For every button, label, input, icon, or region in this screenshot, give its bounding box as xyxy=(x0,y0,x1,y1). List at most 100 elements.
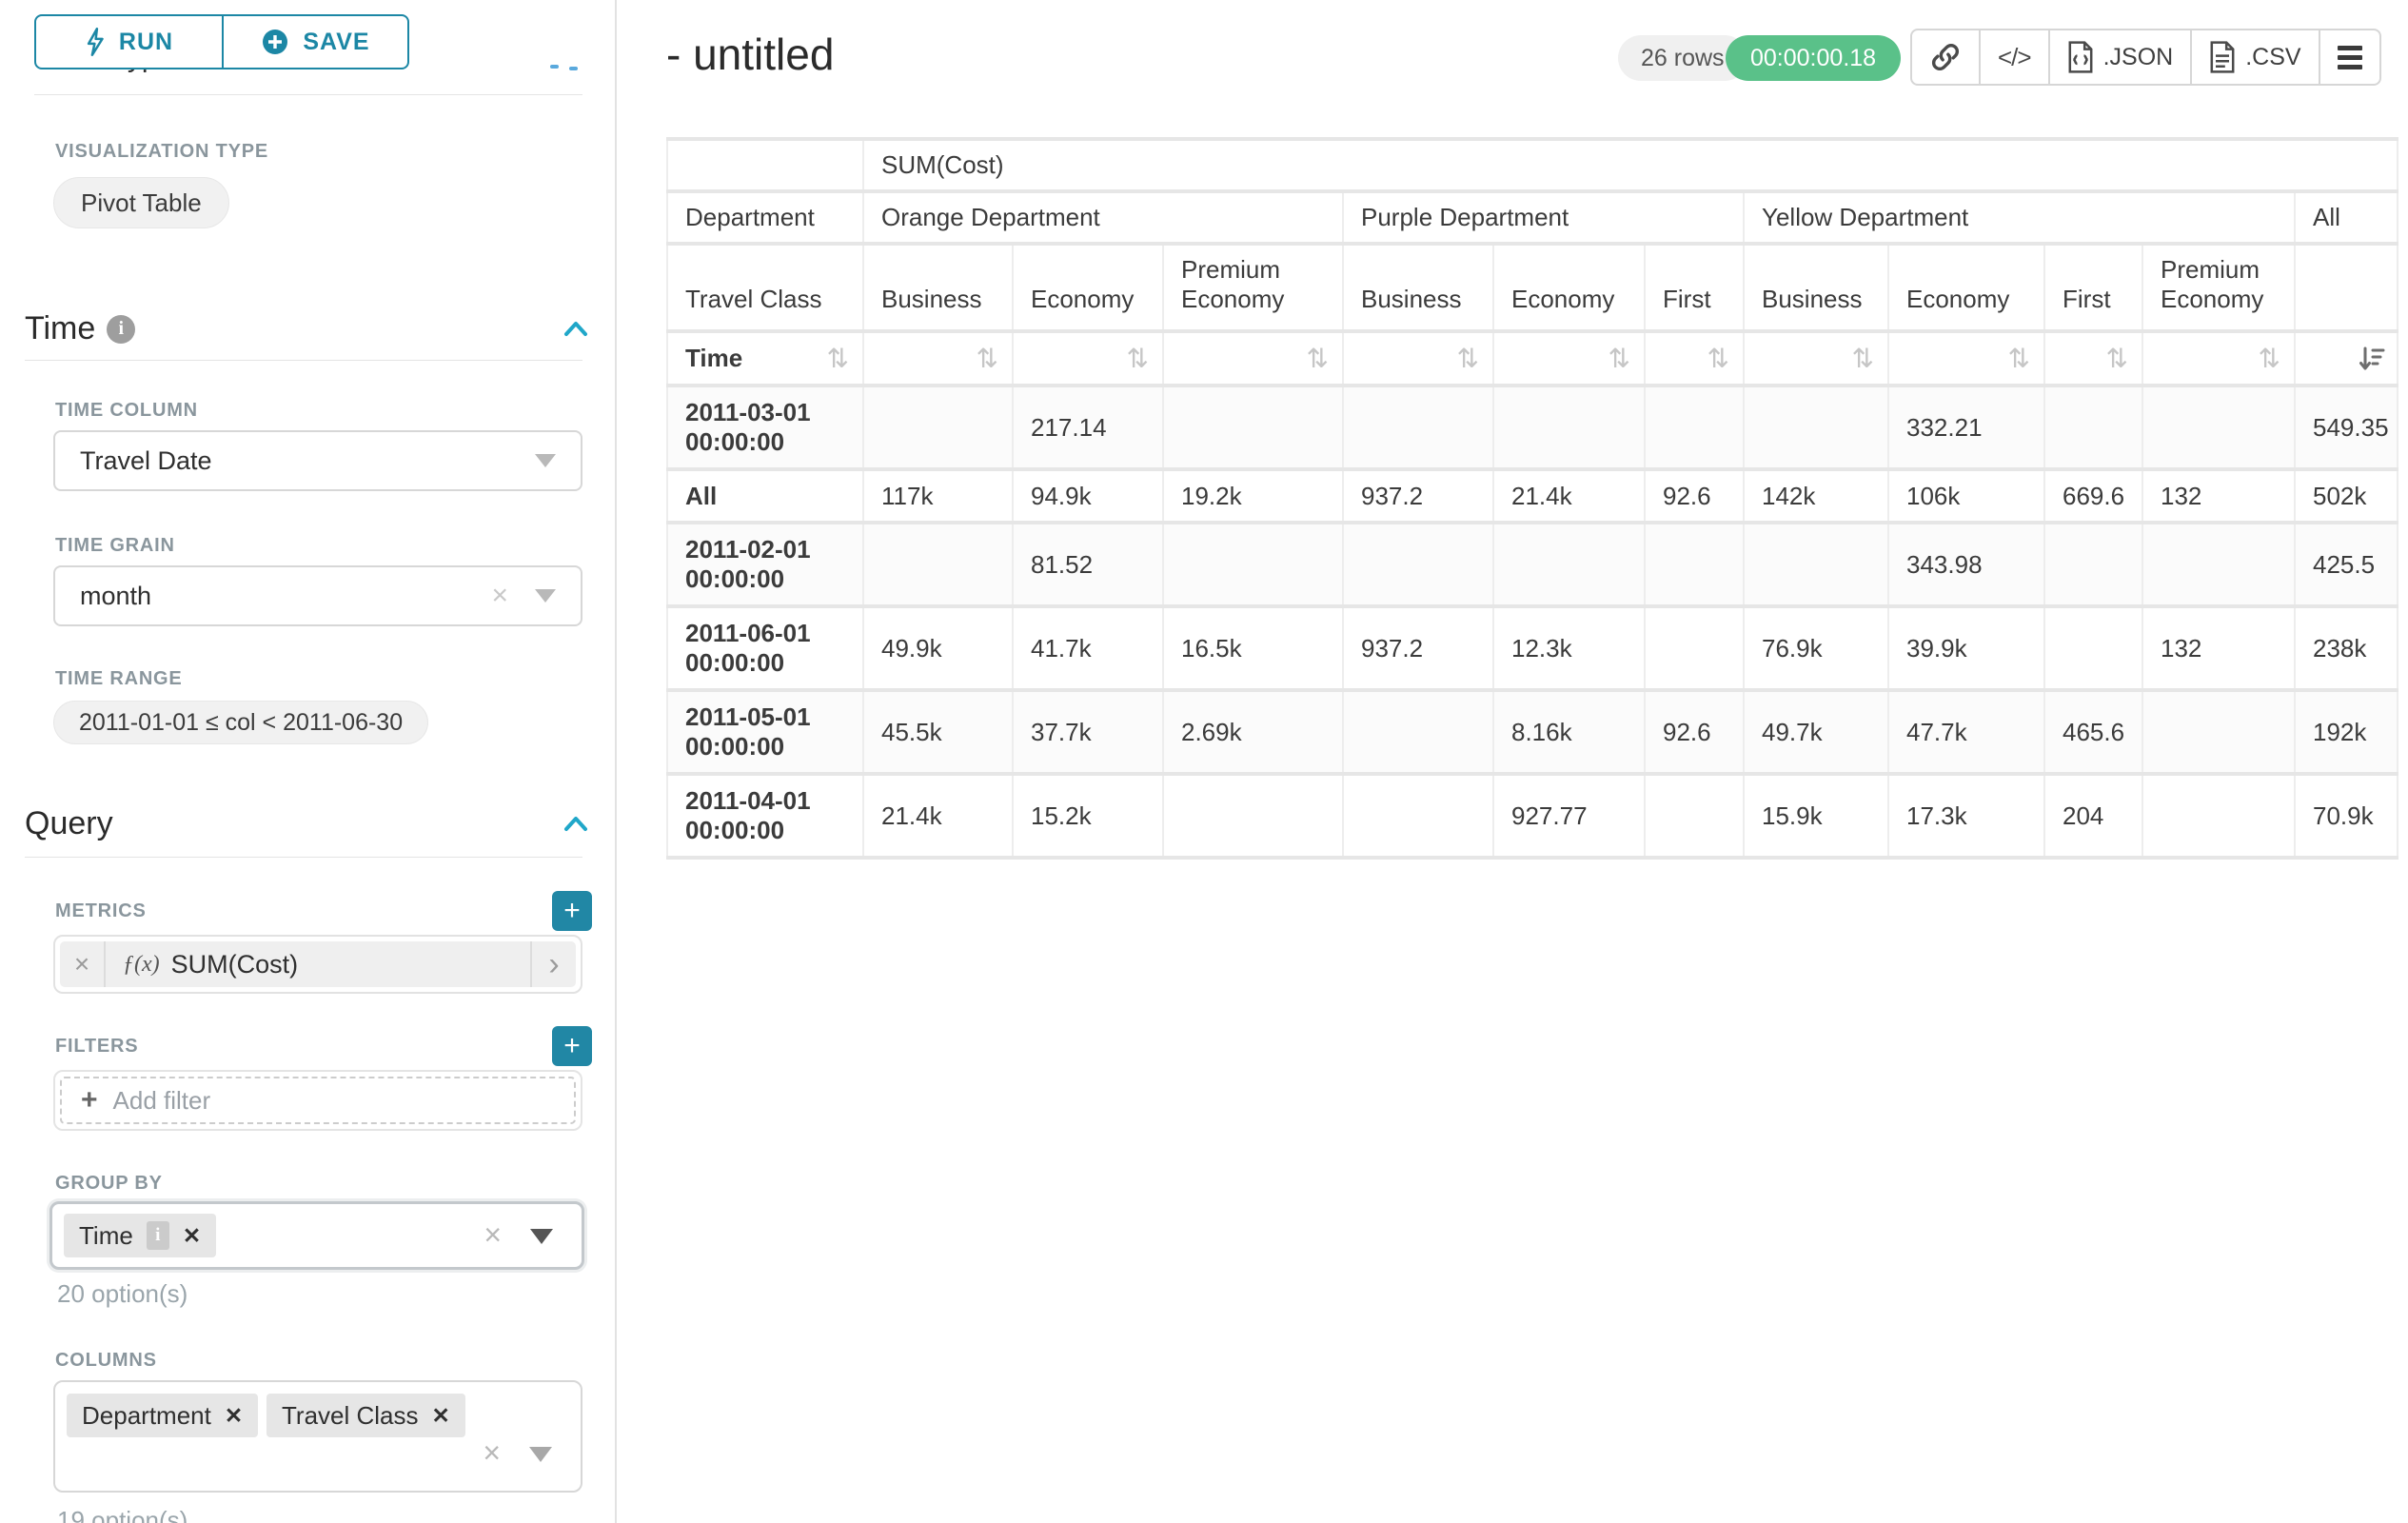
query-section-header[interactable]: Query xyxy=(25,805,590,842)
remove-tag-icon[interactable]: ✕ xyxy=(432,1403,450,1429)
chart-title[interactable]: - untitled xyxy=(666,29,834,80)
sort-cell[interactable]: ⇅ xyxy=(1343,331,1493,386)
value-cell xyxy=(1163,386,1343,469)
visualization-type-pill[interactable]: Pivot Table xyxy=(53,177,229,228)
add-metric-button[interactable]: + xyxy=(552,891,592,931)
remove-tag-icon[interactable]: ✕ xyxy=(183,1223,201,1249)
query-actions: RUN SAVE xyxy=(34,14,409,69)
more-menu-button[interactable] xyxy=(2320,30,2379,84)
sort-cell[interactable]: ⇅ xyxy=(1888,331,2044,386)
metrics-control: × ƒ(x) SUM(Cost) › xyxy=(53,935,582,994)
sort-cell[interactable]: ⇅ xyxy=(2142,331,2295,386)
travel-class-header: Economy xyxy=(1013,244,1163,331)
sort-cell[interactable]: ⇅ xyxy=(1013,331,1163,386)
chevron-up-icon[interactable] xyxy=(562,810,590,839)
value-cell xyxy=(1744,386,1888,469)
time-column-label: TIME COLUMN xyxy=(55,400,198,422)
sort-both-icon[interactable]: ⇅ xyxy=(2008,343,2032,374)
metric-pill[interactable]: × ƒ(x) SUM(Cost) › xyxy=(60,941,576,987)
share-link-button[interactable] xyxy=(1912,30,1981,84)
query-timer-badge: 00:00:00.18 xyxy=(1726,35,1901,81)
view-query-button[interactable]: </> xyxy=(1981,30,2050,84)
row-label: All xyxy=(667,469,863,523)
time-grain-select[interactable]: month × xyxy=(53,565,582,626)
run-label: RUN xyxy=(119,29,173,56)
department-header: All xyxy=(2295,191,2398,244)
sort-cell[interactable]: ⇅ xyxy=(1493,331,1645,386)
remove-metric-icon[interactable]: × xyxy=(60,941,106,987)
group-by-options-hint: 20 option(s) xyxy=(57,1279,188,1309)
save-label: SAVE xyxy=(303,29,369,56)
remove-tag-icon[interactable]: ✕ xyxy=(225,1403,243,1429)
row-label: 2011-03-01 00:00:00 xyxy=(667,386,863,469)
clear-icon[interactable]: × xyxy=(491,582,508,610)
travel-class-header-row: Travel Class Business Economy Premium Ec… xyxy=(667,244,2398,331)
row-dimension-sort-cell[interactable]: Time ⇅ xyxy=(667,331,863,386)
add-filter-button[interactable]: + Add filter xyxy=(60,1077,576,1124)
sort-both-icon[interactable]: ⇅ xyxy=(827,343,851,374)
save-button[interactable]: SAVE xyxy=(223,14,409,69)
value-cell xyxy=(1343,386,1493,469)
table-row: All117k94.9k19.2k937.221.4k92.6142k106k6… xyxy=(667,469,2398,523)
sort-both-icon[interactable]: ⇅ xyxy=(1127,343,1151,374)
value-cell: 106k xyxy=(1888,469,2044,523)
sort-both-icon[interactable]: ⇅ xyxy=(1852,343,1876,374)
sort-both-icon[interactable]: ⇅ xyxy=(977,343,1000,374)
sort-cell-active[interactable] xyxy=(2295,331,2398,386)
sort-both-icon[interactable]: ⇅ xyxy=(1457,343,1481,374)
divider xyxy=(25,360,582,361)
sort-both-icon[interactable]: ⇅ xyxy=(2106,343,2130,374)
sort-both-icon[interactable]: ⇅ xyxy=(2259,343,2282,374)
value-cell xyxy=(2044,523,2142,606)
caret-down-icon[interactable] xyxy=(530,1229,553,1244)
export-csv-button[interactable]: .CSV xyxy=(2192,30,2319,84)
chevron-up-icon[interactable] xyxy=(562,315,590,344)
value-cell xyxy=(863,386,1013,469)
columns-options-hint: 19 option(s) xyxy=(57,1506,188,1523)
value-cell xyxy=(1645,386,1744,469)
sort-cell[interactable]: ⇅ xyxy=(863,331,1013,386)
clear-icon[interactable]: × xyxy=(483,1437,501,1468)
add-filter-label: Add filter xyxy=(113,1086,211,1116)
time-range-pill[interactable]: 2011-01-01 ≤ col < 2011-06-30 xyxy=(53,701,428,744)
value-cell xyxy=(2044,606,2142,690)
sort-cell[interactable]: ⇅ xyxy=(1744,331,1888,386)
value-cell: 37.7k xyxy=(1013,690,1163,774)
columns-select[interactable]: Department ✕ Travel Class ✕ × xyxy=(53,1380,582,1493)
value-cell xyxy=(1645,523,1744,606)
table-row: 2011-05-01 00:00:0045.5k37.7k2.69k8.16k9… xyxy=(667,690,2398,774)
value-cell: 49.9k xyxy=(863,606,1013,690)
run-button[interactable]: RUN xyxy=(34,14,223,69)
sort-both-icon[interactable]: ⇅ xyxy=(1707,343,1731,374)
sort-row: Time ⇅ ⇅ ⇅ ⇅ ⇅ ⇅ ⇅ ⇅ ⇅ ⇅ ⇅ xyxy=(667,331,2398,386)
value-cell: 70.9k xyxy=(2295,774,2398,858)
caret-down-icon[interactable] xyxy=(529,1447,552,1462)
clear-icon[interactable]: × xyxy=(484,1219,502,1250)
export-json-button[interactable]: .JSON xyxy=(2050,30,2193,84)
sort-both-icon[interactable]: ⇅ xyxy=(1307,343,1331,374)
corner-cell xyxy=(667,139,863,191)
time-grain-label: TIME GRAIN xyxy=(55,535,175,557)
json-file-icon xyxy=(2067,41,2094,73)
value-cell xyxy=(1343,774,1493,858)
time-section-header[interactable]: Time i xyxy=(25,310,590,347)
group-by-select[interactable]: Time i ✕ × xyxy=(49,1201,584,1270)
value-cell: 39.9k xyxy=(1888,606,2044,690)
travel-class-header: Business xyxy=(1744,244,1888,331)
query-section-title: Query xyxy=(25,805,113,842)
chart-toolbar: </> .JSON .CSV xyxy=(1910,29,2381,86)
sort-cell[interactable]: ⇅ xyxy=(1163,331,1343,386)
pivot-table: SUM(Cost) Department Orange Department P… xyxy=(666,137,2398,860)
sort-cell[interactable]: ⇅ xyxy=(1645,331,1744,386)
add-filter-plus-button[interactable]: + xyxy=(552,1026,592,1066)
time-range-label: TIME RANGE xyxy=(55,668,183,690)
value-cell xyxy=(1645,774,1744,858)
chevron-right-icon[interactable]: › xyxy=(530,941,576,987)
panel-divider[interactable] xyxy=(615,0,617,1523)
travel-class-header: Premium Economy xyxy=(1163,244,1343,331)
sort-both-icon[interactable]: ⇅ xyxy=(1609,343,1632,374)
tag-label: Time xyxy=(79,1221,133,1251)
sort-cell[interactable]: ⇅ xyxy=(2044,331,2142,386)
value-cell: 343.98 xyxy=(1888,523,2044,606)
time-column-select[interactable]: Travel Date xyxy=(53,430,582,491)
